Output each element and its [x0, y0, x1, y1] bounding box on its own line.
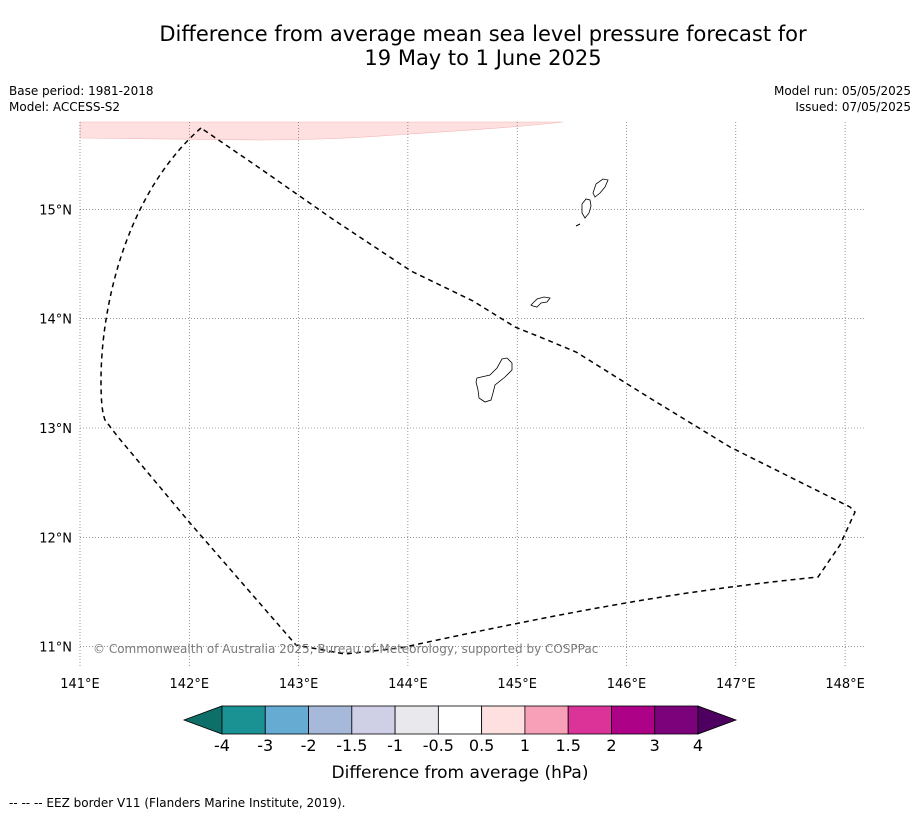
lat-tick-label: 15°N — [39, 203, 72, 218]
title-line-1: Difference from average mean sea level p… — [159, 22, 807, 46]
lon-tick-label: 147°E — [716, 677, 756, 692]
colorbar-tick-labels: -4 -3 -2 -1.5 -1 -0.5 0.5 1 1.5 2 3 4 — [214, 736, 703, 755]
colorbar-tick-label: -1.5 — [336, 736, 367, 755]
colorbar-tick-label: -0.5 — [423, 736, 454, 755]
colorbar-block — [394, 705, 439, 735]
lon-tick-label: 145°E — [497, 677, 537, 692]
colorbar-label: Difference from average (hPa) — [332, 763, 589, 783]
colorbar-tick-label: -3 — [257, 736, 273, 755]
island-guam — [475, 357, 513, 403]
title-line-2: 19 May to 1 June 2025 — [364, 46, 602, 70]
latitude-tick-labels: 11°N 12°N 13°N 14°N 15°N — [39, 203, 72, 655]
lon-tick-label: 144°E — [388, 677, 428, 692]
lon-tick-label: 141°E — [60, 677, 100, 692]
colorbar-extend-low — [182, 705, 223, 735]
colorbar-block — [524, 705, 569, 735]
colorbar-extend-high — [697, 705, 738, 735]
meta-right: Model run: 05/05/2025 Issued: 07/05/2025 — [774, 83, 911, 115]
lat-tick-label: 12°N — [39, 531, 72, 546]
colorbar-tick-label: 0.5 — [469, 736, 494, 755]
model-name: Model: ACCESS-S2 — [9, 100, 121, 114]
pressure-anomaly-shading — [79, 121, 564, 141]
chart-title: Difference from average mean sea level p… — [0, 22, 919, 70]
colorbar-tick-label: 4 — [693, 736, 703, 755]
copyright-text: © Commonwealth of Australia 2025, Bureau… — [93, 642, 598, 656]
colorbar-tick-label: -2 — [301, 736, 317, 755]
colorbar-block — [264, 705, 309, 735]
colorbar-tick-label: 1 — [520, 736, 530, 755]
colorbar-tick-label: 1.5 — [555, 736, 580, 755]
colorbar-block — [351, 705, 396, 735]
issued-date: Issued: 07/05/2025 — [795, 100, 911, 114]
colorbar-block — [567, 705, 612, 735]
lon-tick-label: 148°E — [825, 677, 865, 692]
gridlines — [79, 122, 866, 666]
island-aguijan — [575, 223, 581, 227]
colorbar-block — [221, 705, 266, 735]
colorbar-block — [437, 705, 483, 735]
colorbar-block — [481, 705, 526, 735]
base-period: Base period: 1981-2018 — [9, 84, 154, 98]
lat-tick-label: 11°N — [39, 641, 72, 656]
colorbar-tick-label: 2 — [606, 736, 616, 755]
colorbar-block — [611, 705, 656, 735]
lon-tick-label: 142°E — [170, 677, 210, 692]
lat-tick-label: 13°N — [39, 422, 72, 437]
eez-border — [100, 127, 856, 655]
colorbar: -4 -3 -2 -1.5 -1 -0.5 0.5 1 1.5 2 3 4 Difference fr… — [182, 705, 738, 783]
colorbar-tick-label: -1 — [387, 736, 403, 755]
colorbar-block — [308, 705, 353, 735]
meta-left: Base period: 1981-2018 Model: ACCESS-S2 — [9, 83, 154, 115]
lon-tick-label: 146°E — [607, 677, 647, 692]
colorbar-tick-label: 3 — [650, 736, 660, 755]
lon-tick-label: 143°E — [279, 677, 319, 692]
lat-tick-label: 14°N — [39, 313, 72, 328]
map-area: © Commonwealth of Australia 2025, Bureau… — [79, 121, 866, 666]
colorbar-blocks — [221, 705, 699, 735]
colorbar-tick-label: -4 — [214, 736, 230, 755]
model-run: Model run: 05/05/2025 — [773, 84, 911, 98]
island-tinian — [581, 198, 592, 219]
island-rota — [530, 296, 551, 308]
island-saipan — [592, 178, 609, 198]
longitude-tick-labels: 141°E 142°E 143°E 144°E 145°E 146°E 147°E 148°E — [60, 677, 865, 692]
colorbar-block — [654, 705, 699, 735]
eez-legend-note: -- -- -- EEZ border V11 (Flanders Marine… — [9, 796, 346, 810]
